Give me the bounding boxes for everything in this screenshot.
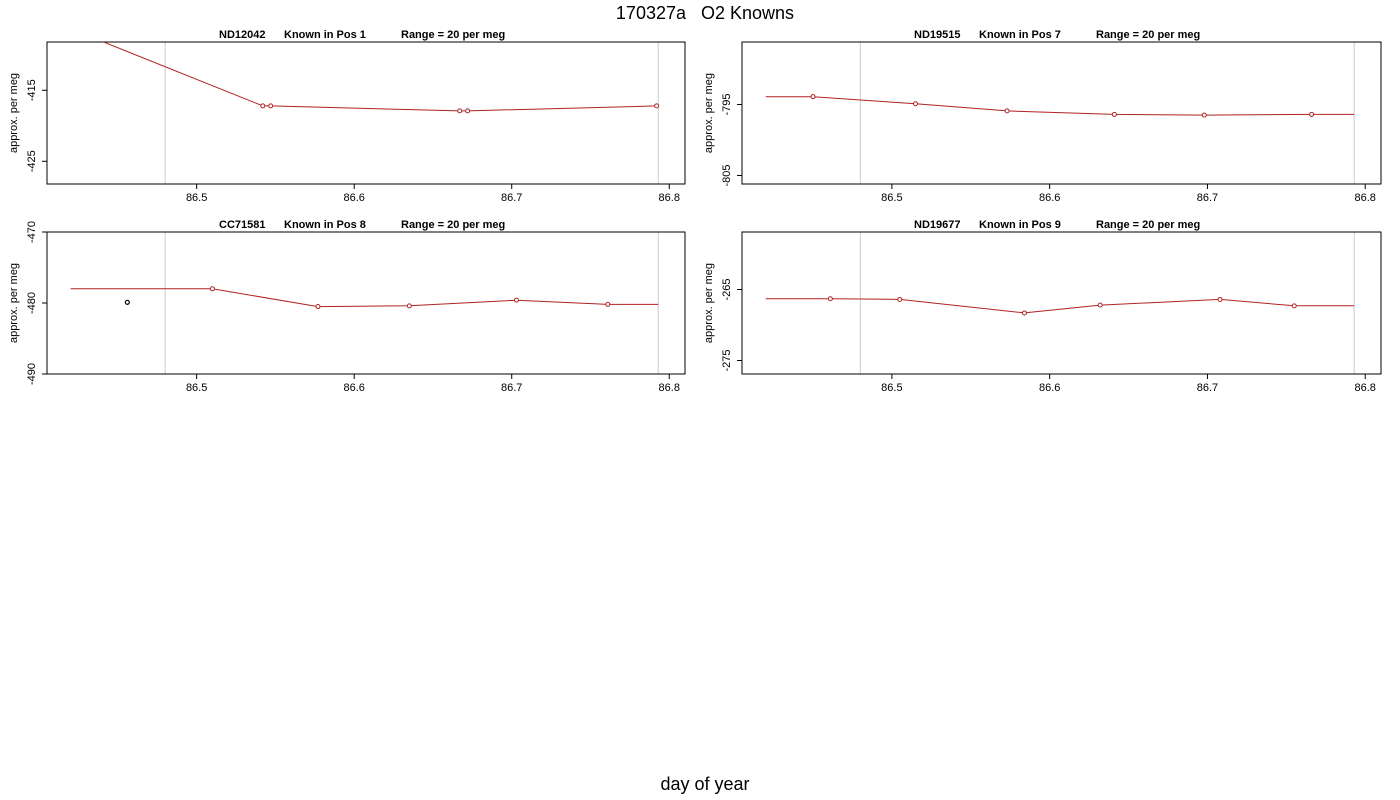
x-tick-label: 86.5: [186, 192, 207, 204]
data-point: [406, 303, 412, 309]
panel-title-part: Range = 20 per meg: [401, 29, 505, 41]
panel-4: ND19677 Known in Pos 9 Range = 20 per meg 8…: [703, 219, 1382, 394]
data-point: [810, 94, 816, 100]
page-title: 170327a O2 Knowns: [615, 3, 795, 23]
data-point: [209, 286, 215, 292]
panel-2: ND19515 Known in Pos 7 Range = 20 per meg 8…: [703, 29, 1382, 204]
x-tick-label: 86.7: [1197, 382, 1218, 394]
y-tick-label: -795: [721, 93, 733, 115]
y-tick-label: -275: [721, 349, 733, 371]
panel-title-part: Range = 20 per meg: [401, 219, 505, 231]
y-axis-label: approx. per meg: [8, 263, 20, 343]
plot-area: [102, 42, 660, 114]
data-point: [1291, 303, 1297, 309]
x-tick-label: 86.6: [1039, 192, 1060, 204]
panel-title: ND12042 Known in Pos 1 Range = 20 per meg: [219, 29, 505, 41]
y-tick-label: -490: [26, 363, 38, 385]
panel-title-part: Known in Pos 7: [979, 29, 1061, 41]
panel-title: ND19677 Known in Pos 9 Range = 20 per meg: [914, 219, 1200, 231]
panel-title: ND19515 Known in Pos 7 Range = 20 per meg: [914, 29, 1200, 41]
data-point: [1309, 111, 1315, 117]
x-tick-label: 86.6: [1039, 382, 1060, 394]
plot-area: [765, 296, 1355, 316]
panel-3: CC71581 Known in Pos 8 Range = 20 per meg 8…: [8, 219, 686, 394]
y-tick-label: -805: [721, 164, 733, 186]
panel-1: ND12042 Known in Pos 1 Range = 20 per meg 8…: [8, 29, 686, 204]
data-point: [913, 101, 919, 107]
data-point: [1217, 296, 1223, 302]
data-point: [260, 103, 266, 109]
data-point: [654, 103, 660, 109]
panel-title-part: ND19677: [914, 219, 960, 231]
y-tick-label: -415: [26, 79, 38, 101]
x-tick-label: 86.8: [659, 192, 680, 204]
plot-area: [70, 286, 659, 310]
panel-title-part: Known in Pos 8: [284, 219, 366, 231]
plot-area: [765, 94, 1355, 118]
data-point: [465, 108, 471, 114]
panel-title-part: CC71581: [219, 219, 265, 231]
panel-frame: [46, 231, 686, 375]
x-tick-label: 86.5: [186, 382, 207, 394]
panel-title-part: Range = 20 per meg: [1096, 29, 1200, 41]
y-tick-label: -480: [26, 292, 38, 314]
data-point: [457, 108, 463, 114]
panel-frame: [741, 231, 1382, 375]
x-tick-label: 86.8: [1355, 382, 1376, 394]
panel-title: CC71581 Known in Pos 8 Range = 20 per meg: [219, 219, 505, 231]
y-tick-label: -265: [721, 278, 733, 300]
x-tick-label: 86.8: [1355, 192, 1376, 204]
x-tick-label: 86.7: [501, 382, 522, 394]
series-line: [70, 288, 659, 308]
panel-title-part: ND19515: [914, 29, 960, 41]
y-tick-label: -470: [26, 221, 38, 243]
y-axis-label: approx. per meg: [8, 73, 20, 153]
data-point: [1201, 112, 1207, 118]
panel-frame: [46, 41, 686, 185]
x-tick-label: 86.6: [343, 382, 364, 394]
data-point: [1004, 108, 1010, 114]
data-point: [897, 296, 903, 302]
panel-frame: [741, 41, 1382, 185]
panel-title-part: Known in Pos 9: [979, 219, 1061, 231]
panel-title-part: Known in Pos 1: [284, 29, 366, 41]
data-point: [1111, 111, 1117, 117]
data-point: [827, 296, 833, 302]
data-point: [268, 103, 274, 109]
series-line: [765, 298, 1355, 314]
x-tick-label: 86.6: [343, 192, 364, 204]
data-point: [1021, 310, 1027, 316]
series-line: [765, 96, 1355, 116]
data-point: [605, 301, 611, 307]
y-axis-label: approx. per meg: [703, 263, 715, 343]
data-point: [513, 297, 519, 303]
x-tick-label: 86.7: [501, 192, 522, 204]
y-tick-label: -425: [26, 150, 38, 172]
x-tick-label: 86.5: [881, 382, 902, 394]
x-tick-label: 86.8: [659, 382, 680, 394]
outlier-point: [124, 299, 130, 305]
panel-title-part: ND12042: [219, 29, 265, 41]
data-point: [1097, 302, 1103, 308]
y-axis-label: approx. per meg: [703, 73, 715, 153]
x-tick-label: 86.7: [1197, 192, 1218, 204]
x-tick-label: 86.5: [881, 192, 902, 204]
panel-title-part: Range = 20 per meg: [1096, 219, 1200, 231]
data-point: [315, 304, 321, 310]
x-axis-label: day of year: [660, 774, 750, 794]
series-line: [102, 42, 657, 112]
